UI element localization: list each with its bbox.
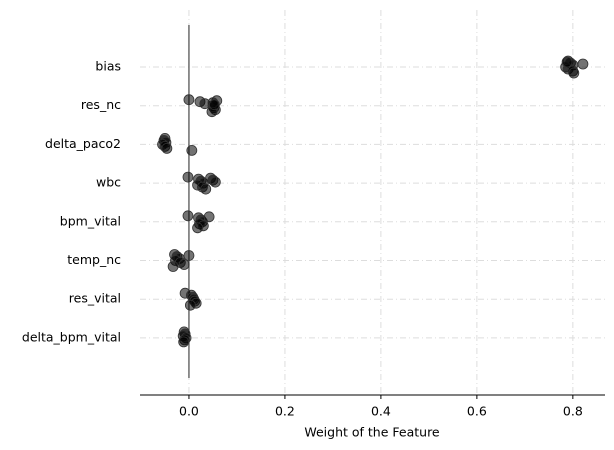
point <box>208 99 220 111</box>
x-tick-label: 0.6 <box>467 404 487 419</box>
y-tick-label: bias <box>95 59 121 74</box>
point <box>184 299 196 311</box>
point <box>209 176 221 188</box>
y-tick-label: delta_bpm_vital <box>22 329 121 344</box>
point <box>200 183 212 195</box>
point <box>161 142 173 154</box>
point <box>183 250 195 261</box>
point <box>167 261 179 272</box>
y-tick-label: delta_paco2 <box>45 136 121 151</box>
y-tick-label: wbc <box>96 175 121 190</box>
point <box>192 222 203 234</box>
y-tick-label: res_vital <box>69 291 121 306</box>
y-tick-label: temp_nc <box>67 252 121 267</box>
point <box>182 210 194 222</box>
x-tick-label: 0.2 <box>275 404 295 419</box>
point <box>203 211 215 223</box>
point <box>183 94 195 106</box>
point <box>561 56 573 68</box>
x-tick-label: 0.0 <box>179 404 199 419</box>
x-axis-label: Weight of the Feature <box>304 425 440 440</box>
y-tick-label: bpm_vital <box>60 213 121 228</box>
point <box>186 144 198 156</box>
x-tick-label: 0.8 <box>563 404 583 419</box>
point <box>182 171 194 183</box>
point <box>178 259 190 270</box>
point <box>568 67 580 79</box>
x-tick-label: 0.4 <box>371 404 391 419</box>
y-tick-label: res_nc <box>81 97 121 112</box>
point <box>178 336 190 348</box>
point <box>577 58 589 70</box>
